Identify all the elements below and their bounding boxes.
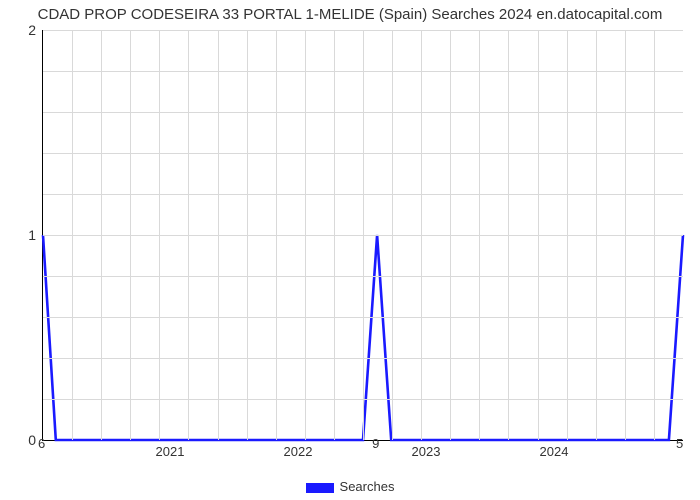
- plot-area: [42, 30, 683, 441]
- legend-swatch: [306, 483, 334, 493]
- grid-h-minor: [43, 276, 683, 277]
- y-tick-label: 1: [0, 227, 36, 243]
- grid-h-minor: [43, 153, 683, 154]
- x-year-label: 2024: [540, 444, 569, 459]
- grid-h-minor: [43, 194, 683, 195]
- grid-h-minor: [43, 112, 683, 113]
- y-tick-label: 2: [0, 22, 36, 38]
- grid-h-minor: [43, 317, 683, 318]
- chart-title: CDAD PROP CODESEIRA 33 PORTAL 1-MELIDE (…: [0, 6, 700, 23]
- y-tick-label: 0: [0, 432, 36, 448]
- chart-container: CDAD PROP CODESEIRA 33 PORTAL 1-MELIDE (…: [0, 0, 700, 500]
- x-year-label: 2022: [284, 444, 313, 459]
- legend: Searches: [0, 479, 700, 494]
- grid-h-major: [43, 235, 683, 236]
- x-corner-mid: 9: [372, 436, 379, 451]
- x-year-label: 2023: [412, 444, 441, 459]
- grid-h-major: [43, 30, 683, 31]
- x-corner-left: 6: [38, 436, 45, 451]
- legend-label: Searches: [340, 479, 395, 494]
- x-year-label: 2021: [156, 444, 185, 459]
- grid-h-minor: [43, 399, 683, 400]
- grid-h-minor: [43, 358, 683, 359]
- grid-h-minor: [43, 71, 683, 72]
- x-corner-right: 5: [676, 436, 683, 451]
